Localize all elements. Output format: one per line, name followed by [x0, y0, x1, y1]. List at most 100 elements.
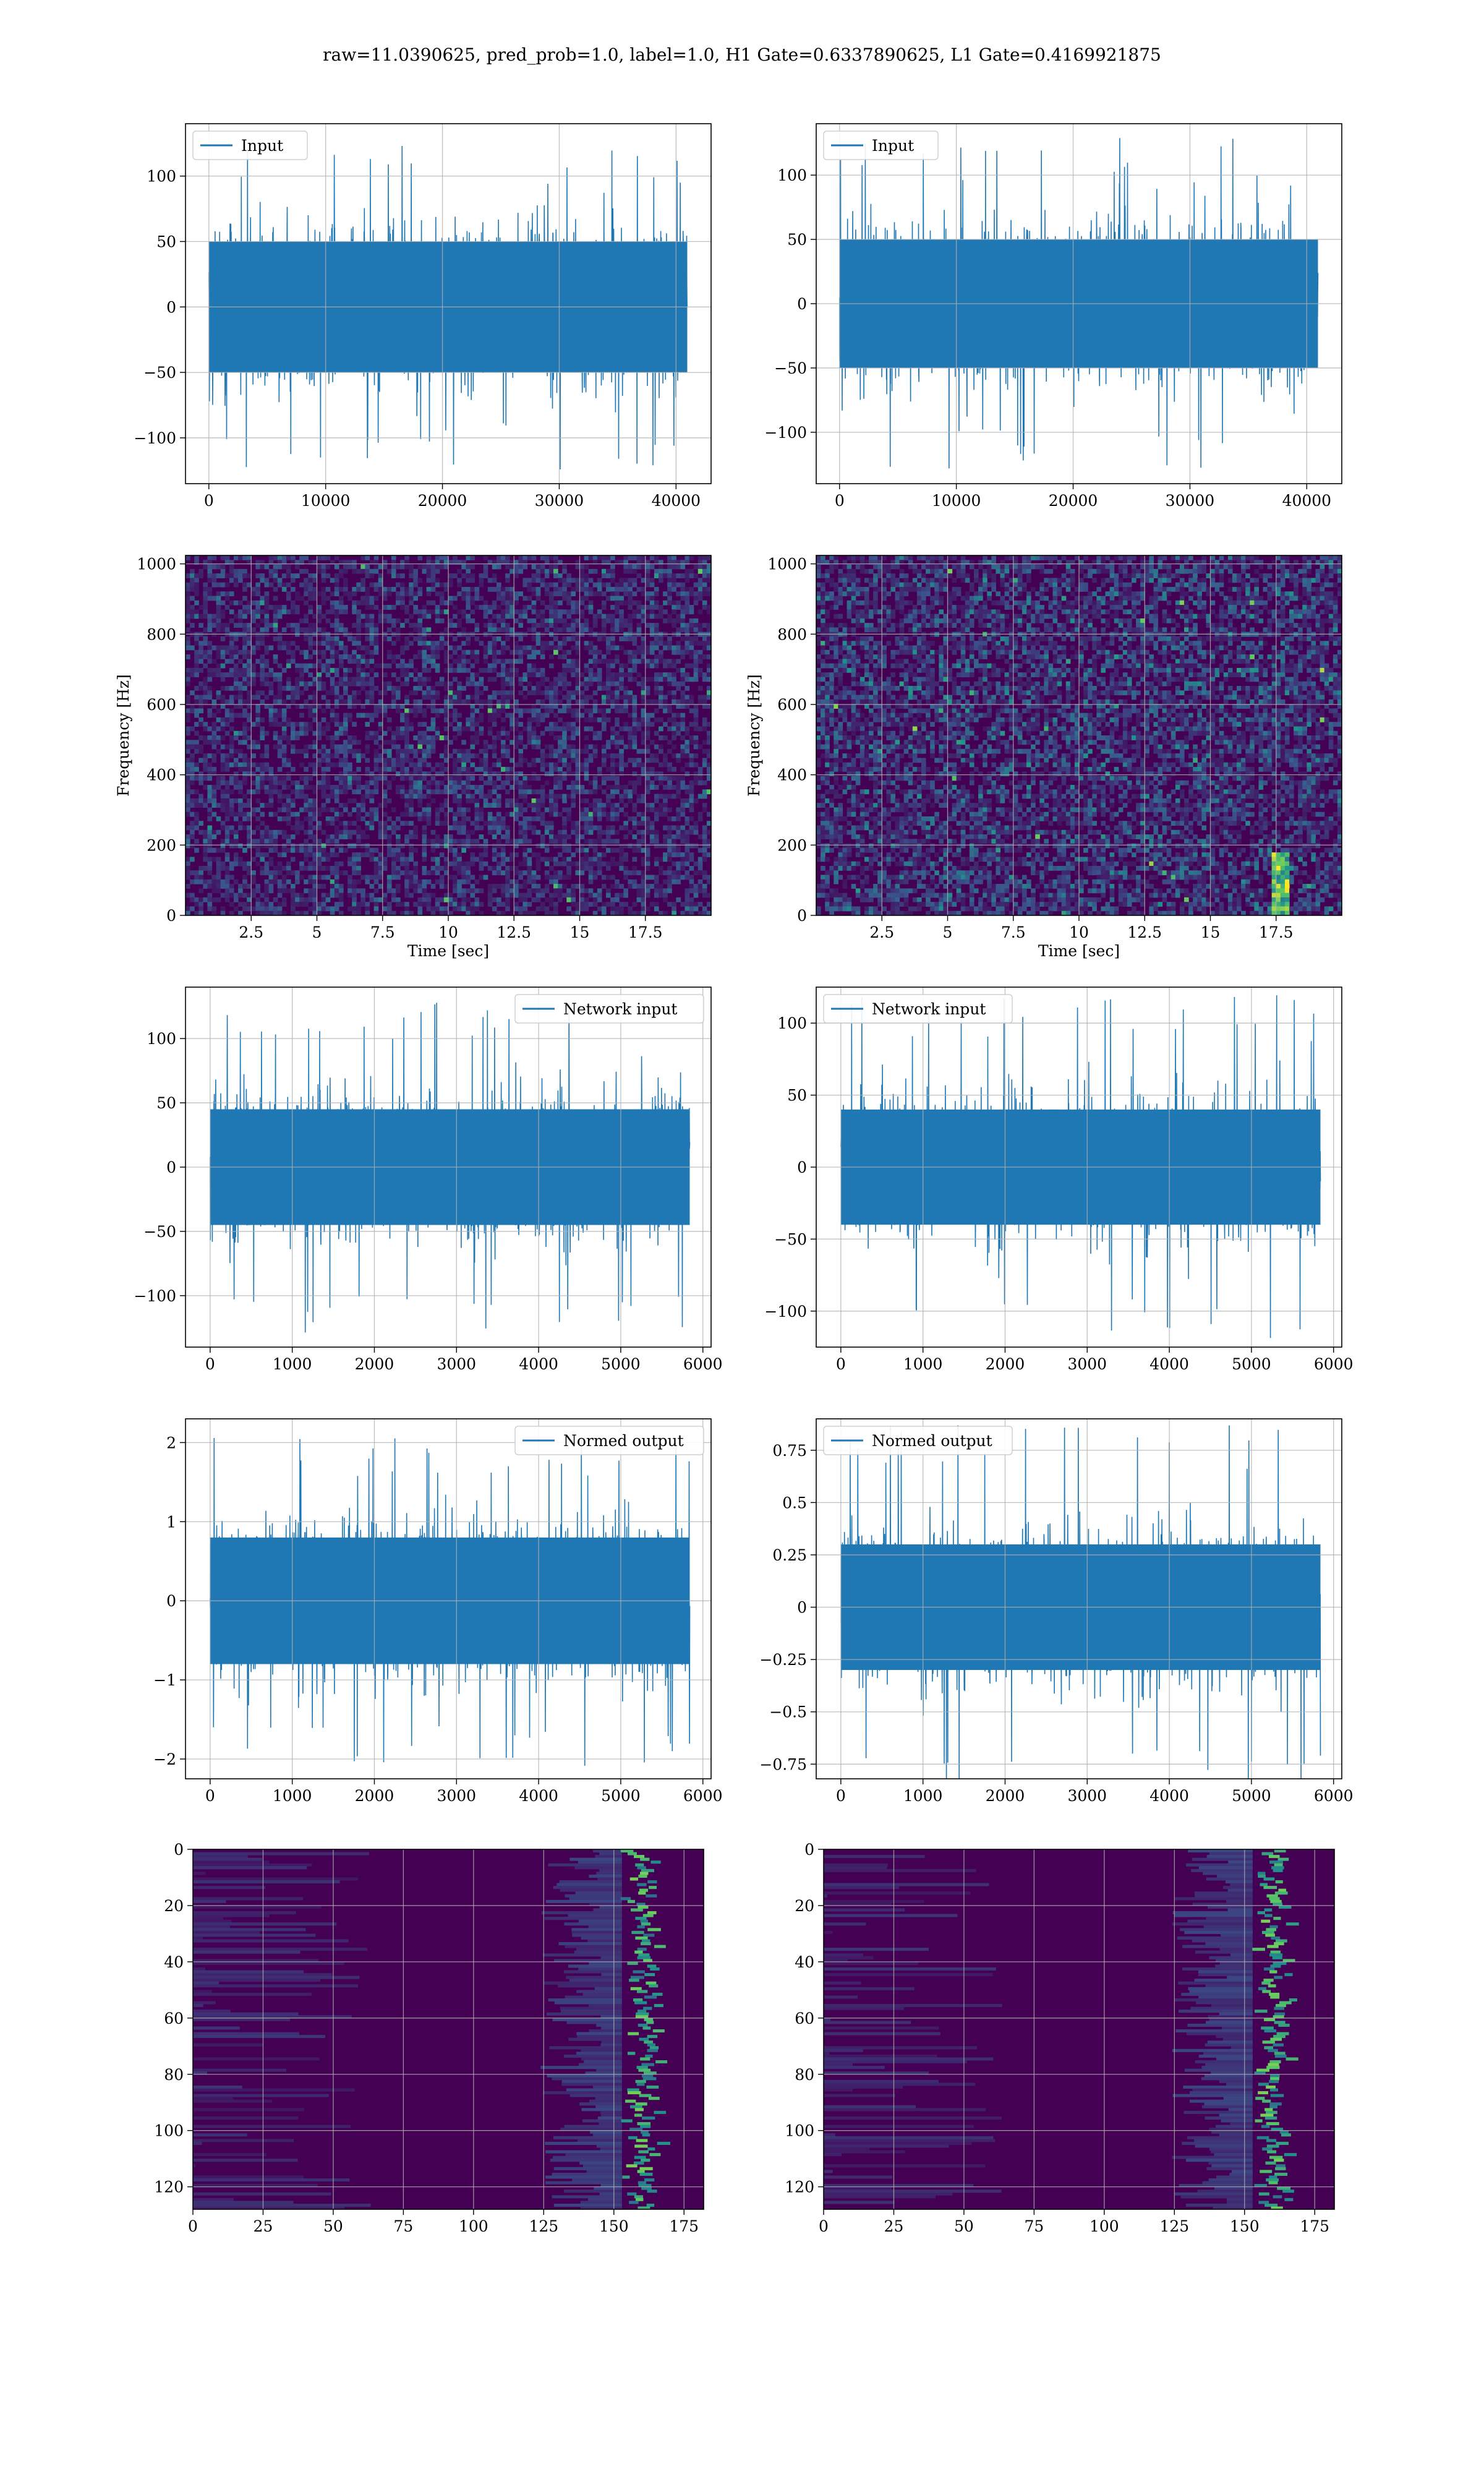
spectrogram-cell: [325, 586, 331, 592]
spectrogram-cell: [369, 735, 375, 740]
spectrogram-cell: [396, 870, 401, 876]
spectrogram-cell: [348, 861, 352, 867]
spectrogram-cell: [291, 690, 296, 696]
spectrogram-cell: [386, 884, 392, 889]
spectrogram-cell: [615, 816, 620, 821]
spectrogram-cell: [343, 870, 348, 876]
spectrogram-cell: [641, 560, 646, 565]
spectrogram-cell: [496, 614, 501, 619]
spectrogram-cell: [207, 906, 213, 912]
spectrogram-cell: [186, 586, 190, 592]
spectrogram-cell: [501, 780, 506, 785]
spectrogram-cell: [426, 726, 432, 732]
spectrogram-cell: [238, 748, 243, 754]
spectrogram-cell: [448, 618, 453, 623]
spectrogram-cell: [623, 708, 629, 714]
spectrogram-cell: [610, 596, 615, 601]
spectrogram-cell: [535, 672, 541, 678]
spectrogram-cell: [610, 578, 615, 583]
spectrogram-cell: [338, 600, 344, 606]
spectrogram-cell: [558, 771, 563, 777]
spectrogram-cell: [540, 672, 545, 678]
spectrogram-cell: [299, 762, 304, 768]
spectrogram-cell: [233, 704, 239, 709]
spectrogram-cell: [211, 704, 217, 709]
spectrogram-cell: [496, 785, 501, 790]
spectrogram-cell: [439, 641, 445, 646]
spectrogram-cell: [492, 897, 497, 902]
spectrogram-cell: [268, 789, 274, 795]
spectrogram-cell: [632, 614, 638, 619]
spectrogram-cell: [615, 609, 620, 615]
spectrogram-cell: [505, 623, 510, 628]
spectrogram-cell: [356, 825, 361, 831]
spectrogram-cell: [501, 641, 506, 646]
spectrogram-cell: [224, 758, 230, 763]
spectrogram-cell: [343, 627, 348, 633]
spectrogram-cell: [400, 821, 405, 826]
spectrogram-cell: [588, 717, 594, 722]
spectrogram-cell: [487, 586, 493, 592]
spectrogram-cell: [255, 798, 261, 803]
spectrogram-cell: [426, 740, 432, 745]
spectrogram-cell: [373, 748, 379, 754]
spectrogram-cell: [304, 699, 309, 704]
spectrogram-cell: [636, 627, 642, 633]
spectrogram-cell: [343, 785, 348, 790]
spectrogram-cell: [426, 897, 432, 902]
spectrogram-cell: [260, 578, 265, 583]
spectrogram-cell: [378, 829, 383, 835]
spectrogram-cell: [483, 875, 488, 880]
spectrogram-cell: [330, 762, 335, 768]
spectrogram-cell: [641, 910, 646, 915]
spectrogram-cell: [610, 766, 615, 772]
spectrogram-cell: [461, 560, 466, 565]
spectrogram-cell: [430, 609, 436, 615]
spectrogram-cell: [430, 906, 436, 912]
spectrogram-cell: [260, 776, 265, 781]
spectrogram-cell: [281, 829, 287, 835]
spectrogram-cell: [439, 636, 445, 641]
spectrogram-cell: [286, 659, 291, 664]
spectrogram-cell: [291, 834, 296, 839]
spectrogram-cell: [194, 776, 199, 781]
spectrogram-cell: [553, 614, 558, 619]
spectrogram-cell: [518, 834, 524, 839]
spectrogram-cell: [391, 641, 396, 646]
spectrogram-cell: [510, 614, 514, 619]
spectrogram-cell: [610, 884, 615, 889]
spectrogram-cell: [391, 735, 396, 740]
spectrogram-cell: [531, 605, 537, 610]
spectrogram-cell: [264, 766, 270, 772]
spectrogram-cell: [251, 879, 256, 884]
spectrogram-cell: [470, 704, 475, 709]
spectrogram-cell: [443, 834, 449, 839]
spectrogram-cell: [400, 713, 405, 718]
spectrogram-cell: [474, 649, 480, 655]
spectrogram-cell: [448, 910, 453, 915]
spectrogram-cell: [623, 704, 629, 709]
spectrogram-cell: [211, 798, 217, 803]
spectrogram-cell: [356, 654, 361, 659]
spectrogram-cell: [247, 659, 252, 664]
spectrogram-cell: [496, 839, 501, 844]
spectrogram-cell: [396, 897, 401, 902]
spectrogram-cell: [575, 564, 581, 570]
spectrogram-cell: [544, 568, 550, 574]
spectrogram-cell: [317, 677, 322, 682]
spectrogram-cell: [360, 685, 366, 691]
spectrogram-cell: [571, 897, 576, 902]
spectrogram-cell: [518, 591, 524, 597]
spectrogram-cell: [466, 568, 471, 574]
spectrogram-cell: [400, 605, 405, 610]
spectrogram-cell: [396, 816, 401, 821]
spectrogram-cell: [606, 636, 611, 641]
spectrogram-cell: [413, 699, 419, 704]
spectrogram-cell: [571, 753, 576, 758]
spectrogram-cell: [474, 785, 480, 790]
spectrogram-cell: [247, 829, 252, 835]
spectrogram-cell: [356, 839, 361, 844]
spectrogram-cell: [470, 722, 475, 727]
spectrogram-cell: [281, 910, 287, 915]
spectrogram-cell: [260, 573, 265, 578]
